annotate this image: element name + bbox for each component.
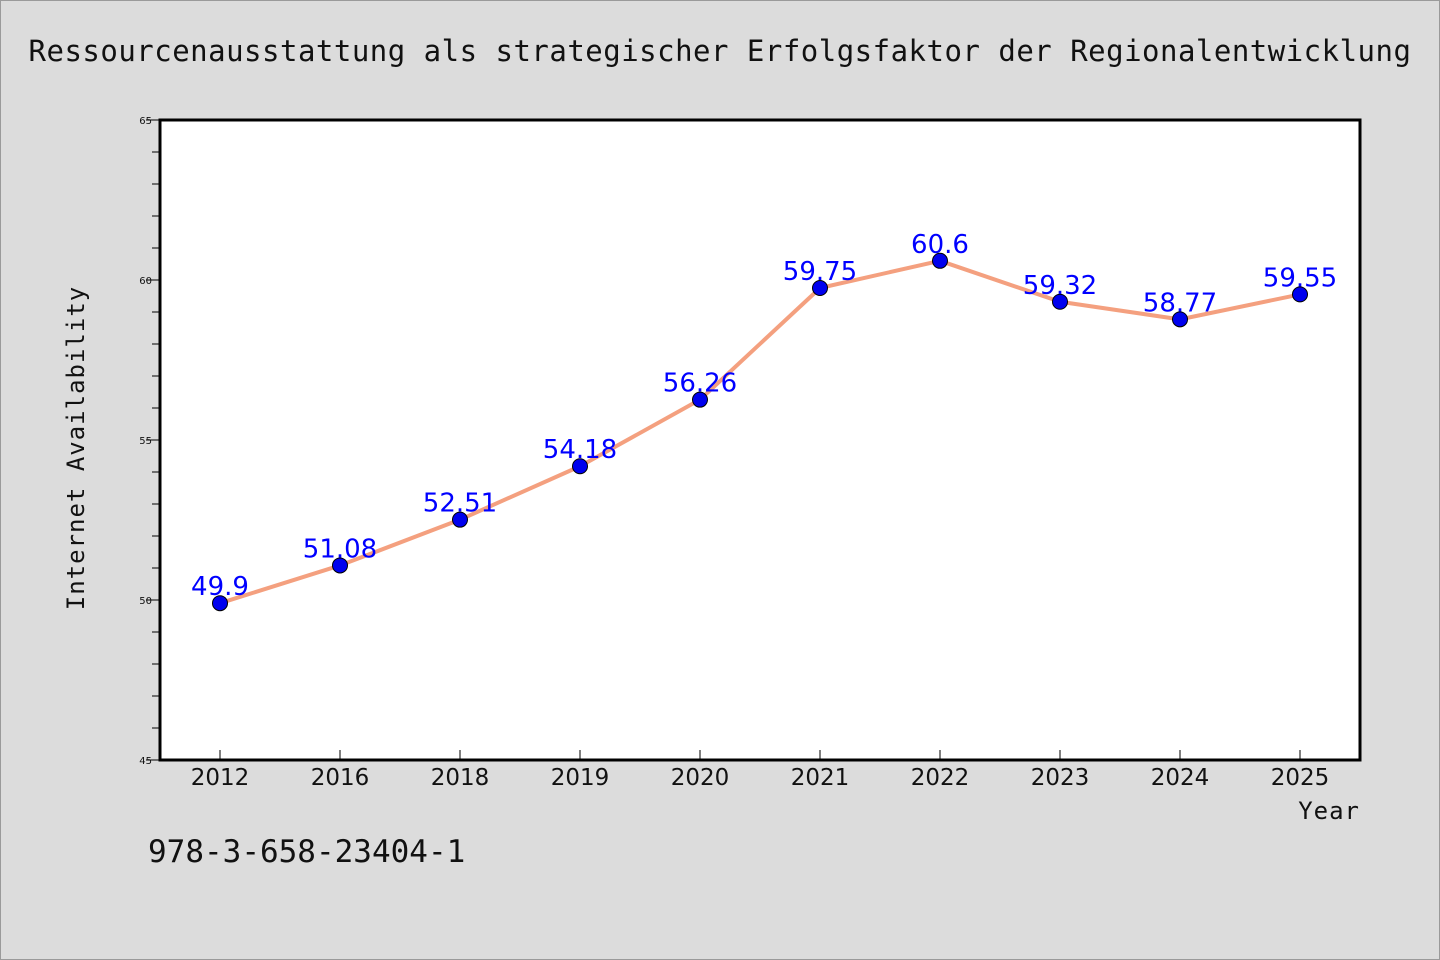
y-tick-label: 60	[139, 276, 152, 287]
data-label: 59.75	[783, 257, 857, 287]
x-tick-label: 2019	[551, 765, 610, 791]
x-tick-label: 2025	[1271, 765, 1330, 791]
y-tick-label: 55	[139, 436, 152, 447]
x-tick-label: 2023	[1031, 765, 1090, 791]
data-point	[932, 252, 948, 269]
y-axis-title: Internet Availability	[62, 286, 90, 610]
data-point	[572, 458, 588, 475]
data-label: 56.26	[663, 369, 737, 399]
x-tick-label: 2020	[671, 765, 730, 791]
x-tick-label: 2012	[191, 765, 250, 791]
isbn-note: 978-3-658-23404-1	[148, 834, 466, 870]
y-tick-label: 45	[139, 756, 152, 767]
series-line	[218, 258, 1302, 606]
plot-area	[158, 118, 1362, 762]
data-label: 54.18	[543, 435, 617, 465]
x-axis: 2012 2016 2018 2019 2020 2021 2022 2023 2024 2025	[191, 750, 1330, 791]
x-tick-label: 2022	[911, 765, 970, 791]
data-label: 59.32	[1023, 271, 1097, 301]
chart-title: Ressourcenausstattung als strategischer …	[28, 34, 1412, 68]
data-point	[1292, 286, 1308, 303]
x-tick-label: 2016	[311, 765, 370, 791]
data-label: 60.6	[911, 230, 969, 260]
data-point	[332, 557, 348, 574]
x-tick-label: 2021	[791, 765, 850, 791]
data-label: 59.55	[1263, 263, 1337, 293]
x-tick-label: 2024	[1151, 765, 1210, 791]
data-point	[1172, 311, 1188, 328]
data-label: 58.77	[1143, 288, 1217, 318]
data-label: 51.08	[303, 534, 377, 564]
data-label: 49.9	[191, 572, 249, 602]
data-point	[692, 391, 708, 408]
y-axis: 45 50 55 60 65	[139, 116, 160, 767]
y-tick-label: 65	[139, 116, 152, 127]
y-tick-label: 50	[139, 596, 152, 607]
data-label: 52.51	[423, 489, 497, 519]
x-axis-title: Year	[1298, 797, 1360, 825]
data-point	[452, 511, 468, 528]
series-line-group: 49.9 51.08 52.51 54.18 56.26 59.75 60.6 59.32 58…	[191, 230, 1337, 612]
data-point	[212, 595, 228, 612]
x-tick-label: 2018	[431, 765, 490, 791]
data-point	[812, 280, 828, 296]
data-point	[1052, 293, 1068, 310]
